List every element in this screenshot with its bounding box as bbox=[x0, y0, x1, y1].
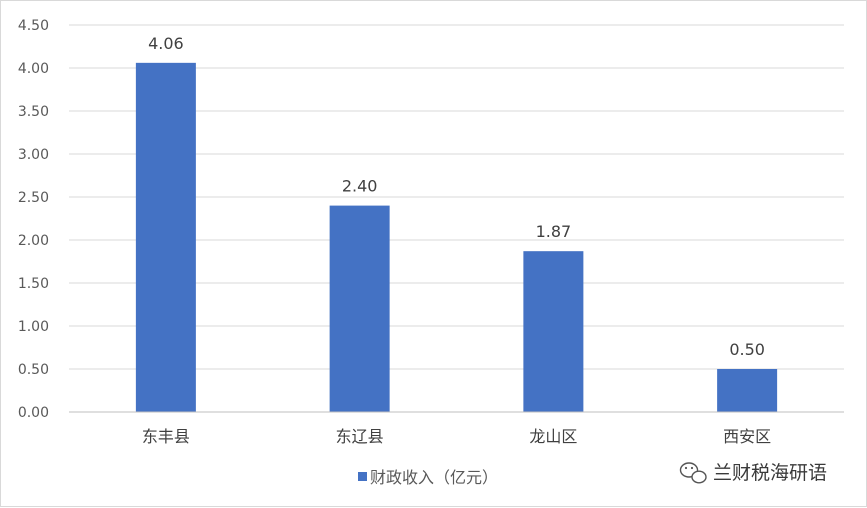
y-tick-label: 3.00 bbox=[18, 147, 49, 163]
y-tick-label: 0.50 bbox=[18, 362, 49, 378]
watermark-text: 兰财税海研语 bbox=[713, 462, 827, 484]
x-category-label: 西安区 bbox=[723, 427, 771, 446]
y-tick-label: 0.00 bbox=[18, 405, 49, 421]
watermark: 兰财税海研语 bbox=[679, 462, 827, 484]
legend: 财政收入（亿元） bbox=[358, 468, 498, 487]
x-category-label: 龙山区 bbox=[529, 427, 577, 446]
wechat-icon bbox=[679, 462, 707, 484]
y-tick-label: 2.00 bbox=[18, 233, 49, 249]
y-tick-label: 3.50 bbox=[18, 104, 49, 120]
y-tick-label: 4.50 bbox=[18, 18, 49, 34]
gridlines bbox=[69, 24, 844, 370]
legend-swatch bbox=[358, 472, 367, 481]
x-category-label: 东辽县 bbox=[336, 427, 384, 446]
data-label: 2.40 bbox=[342, 177, 378, 196]
legend-label: 财政收入（亿元） bbox=[370, 468, 498, 487]
x-axis-categories: 东丰县 东辽县 龙山区 西安区 bbox=[142, 427, 771, 446]
data-label: 1.87 bbox=[536, 222, 572, 241]
y-tick-label: 1.00 bbox=[18, 319, 49, 335]
y-axis-ticks: 0.00 0.50 1.00 1.50 2.00 2.50 3.00 3.50 4.00 4.50 bbox=[18, 18, 49, 421]
data-label: 0.50 bbox=[729, 340, 765, 359]
bar bbox=[523, 251, 584, 412]
bar bbox=[135, 62, 196, 413]
data-label: 4.06 bbox=[148, 34, 184, 53]
bar bbox=[717, 369, 778, 412]
y-tick-label: 1.50 bbox=[18, 276, 49, 292]
data-labels: 4.06 2.40 1.87 0.50 bbox=[148, 34, 765, 359]
x-category-label: 东丰县 bbox=[142, 427, 190, 446]
y-tick-label: 2.50 bbox=[18, 190, 49, 206]
bars bbox=[135, 62, 778, 413]
y-tick-label: 4.00 bbox=[18, 61, 49, 77]
bar bbox=[329, 205, 390, 412]
